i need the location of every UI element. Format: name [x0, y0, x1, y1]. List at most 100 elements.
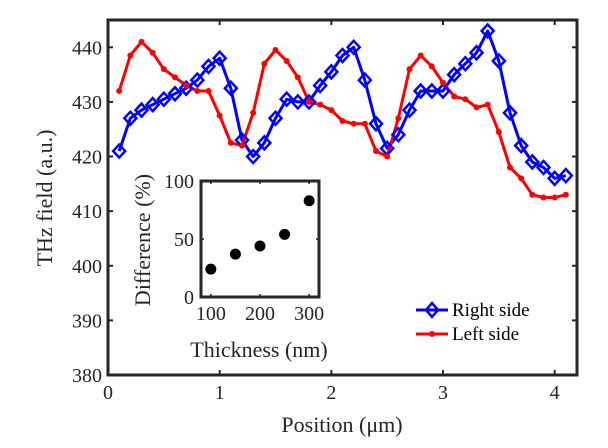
inset-x-axis-label: Thickness (nm)	[190, 337, 327, 362]
data-point-right-side	[301, 93, 317, 111]
data-point-left-side	[406, 66, 413, 73]
data-point-left-side	[373, 148, 379, 155]
data-point-left-side	[239, 142, 245, 149]
data-point-right-side	[144, 96, 161, 113]
data-point-left-side	[149, 49, 156, 56]
inset-points-layer	[205, 195, 315, 275]
legend-label-right-side: Right side	[452, 300, 530, 321]
x-tick-label: 4	[550, 382, 560, 404]
data-point-left-side	[473, 104, 480, 111]
main-y-axis-label: THz field (a.u.)	[32, 130, 57, 267]
data-point-left-side	[428, 63, 435, 70]
data-point-right-side	[323, 63, 340, 81]
y-tick-label: 410	[72, 201, 102, 223]
data-point-left-side	[361, 120, 368, 127]
data-point-left-side	[518, 175, 525, 182]
data-point-left-side	[495, 128, 502, 135]
legend-dot-marker-icon	[429, 331, 435, 337]
inset-data-point	[229, 248, 241, 260]
data-point-left-side	[317, 101, 324, 108]
data-point-right-side	[167, 85, 183, 103]
main-plot-box	[106, 18, 579, 377]
data-point-left-side	[138, 38, 145, 45]
inset-data-point	[254, 240, 266, 252]
data-point-left-side	[417, 52, 424, 59]
data-point-right-side	[200, 58, 217, 75]
data-point-right-side	[223, 79, 239, 97]
data-point-right-side	[133, 101, 150, 119]
data-point-right-side	[267, 109, 284, 127]
inset-x-tick-label: 300	[294, 303, 324, 325]
data-point-right-side	[312, 77, 328, 94]
data-point-left-side	[306, 98, 312, 105]
data-point-left-side	[250, 109, 257, 116]
main-axes: 0 1 2 3 4 380 390 400 410 420 430 440	[72, 18, 579, 404]
inset-data-point	[205, 263, 217, 275]
data-point-right-side	[345, 38, 362, 56]
data-point-left-side	[462, 96, 469, 103]
data-point-right-side	[245, 148, 261, 165]
data-point-left-side	[227, 139, 234, 146]
data-point-left-side	[216, 112, 223, 119]
data-point-left-side	[294, 74, 301, 81]
data-point-right-side	[479, 22, 496, 40]
data-point-right-side	[502, 104, 518, 122]
data-point-left-side	[384, 153, 391, 160]
data-point-right-side	[390, 126, 407, 144]
data-point-right-side	[256, 134, 273, 152]
data-point-left-side	[205, 88, 212, 94]
legend-label-left-side: Left side	[452, 324, 519, 345]
data-point-right-side	[524, 153, 541, 171]
inset-x-tick-label: 200	[245, 303, 275, 325]
data-point-right-side	[457, 55, 474, 73]
inset-x-tick-label: 100	[196, 303, 226, 325]
y-tick-label: 420	[72, 147, 102, 169]
data-point-left-side	[395, 115, 402, 122]
main-x-axis-label: Position (μm)	[281, 412, 402, 437]
y-tick-label: 390	[72, 310, 102, 332]
y-tick-label: 440	[72, 37, 102, 59]
inset-data-point	[279, 228, 291, 240]
data-point-right-side	[368, 115, 384, 133]
data-point-left-side	[116, 88, 123, 94]
data-point-left-side	[451, 93, 458, 100]
data-point-left-side	[440, 79, 446, 86]
inset-data-point	[303, 195, 315, 207]
data-point-right-side	[334, 47, 351, 64]
x-tick-label: 0	[103, 382, 113, 404]
data-point-left-side	[272, 47, 279, 54]
data-point-right-side	[558, 167, 574, 184]
data-point-right-side	[290, 93, 306, 111]
data-point-right-side	[535, 159, 552, 176]
data-point-left-side	[507, 164, 513, 171]
data-point-right-side	[122, 109, 139, 127]
data-point-left-side	[172, 74, 178, 81]
data-point-right-side	[491, 52, 507, 70]
inset-chart: 100 200 300 0 50 100 Thickness (nm) Differenc…	[130, 171, 328, 362]
data-point-left-side	[339, 118, 346, 125]
data-point-right-side	[401, 101, 418, 119]
inset-y-axis-label: Difference (%)	[130, 174, 155, 306]
legend-diamond-marker-icon	[424, 301, 440, 319]
data-point-left-side	[540, 194, 547, 201]
inset-axes: 100 200 300 0 50 100	[164, 171, 324, 325]
inset-y-tick-label: 0	[184, 287, 194, 309]
data-point-right-side	[156, 90, 172, 108]
data-point-left-side	[562, 191, 569, 198]
data-point-left-side	[261, 60, 268, 67]
data-point-right-side	[357, 71, 373, 89]
data-point-left-side	[328, 107, 335, 114]
data-point-right-side	[446, 66, 462, 83]
data-point-left-side	[529, 191, 536, 198]
data-point-right-side	[513, 137, 529, 154]
data-point-right-side	[424, 82, 440, 100]
data-point-right-side	[111, 142, 127, 160]
data-point-left-side	[551, 194, 558, 201]
data-point-right-side	[468, 44, 485, 62]
inset-background	[201, 181, 319, 297]
data-point-left-side	[283, 57, 290, 64]
data-point-left-side	[484, 101, 491, 108]
data-point-right-side	[412, 82, 429, 100]
data-point-right-side	[278, 90, 295, 108]
